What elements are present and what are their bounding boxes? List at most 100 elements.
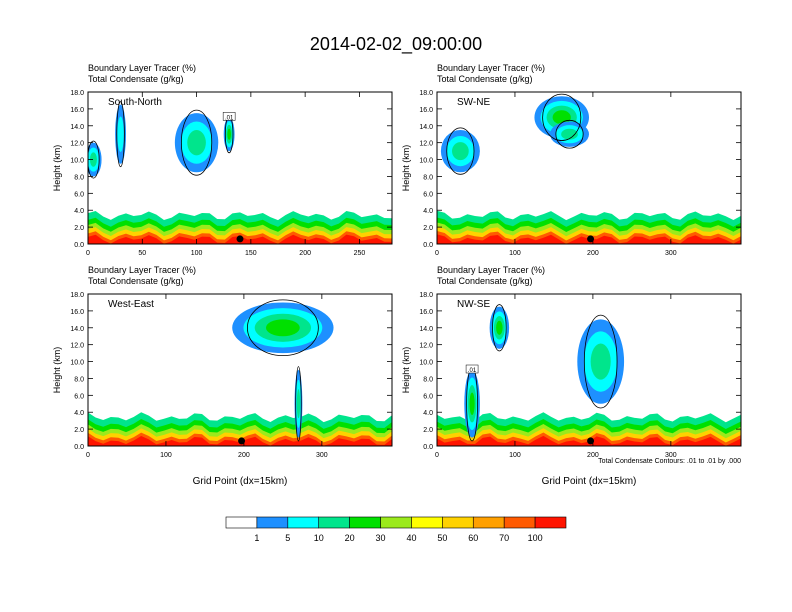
colorbar-label: 100 [528, 533, 543, 543]
panel-nw-se: Boundary Layer Tracer (%) Total Condensa… [401, 265, 742, 487]
y-axis-label: Height (km) [52, 347, 62, 394]
y-tick-label: 6.0 [423, 393, 433, 400]
colorbar-swatch [318, 516, 350, 529]
panel-label: NW-SE [457, 299, 490, 310]
location-marker [238, 437, 246, 445]
condensate-contour [542, 93, 582, 141]
y-axis-label: Height (km) [401, 347, 411, 394]
tracer-blob [265, 319, 300, 337]
panel-west-east: Boundary Layer Tracer (%) Total Condensa… [52, 265, 393, 487]
x-tick-label: 300 [665, 250, 677, 257]
colorbar-label: 50 [437, 533, 447, 543]
panel-label: SW-NE [457, 97, 490, 108]
x-tick-label: 300 [316, 452, 328, 459]
colorbar-swatch [349, 516, 381, 529]
colorbar-label: 70 [499, 533, 509, 543]
tracer-band [88, 435, 392, 446]
colorbar-swatch [256, 516, 289, 529]
condensate-contour [247, 299, 319, 357]
contour-label-box [465, 364, 479, 374]
panel-subtitle-tracer: Boundary Layer Tracer (%) [437, 265, 545, 275]
y-tick-label: 6.0 [423, 191, 433, 198]
x-tick-label: 250 [354, 250, 366, 257]
contour-label: .01 [225, 115, 234, 121]
y-tick-label: 4.0 [74, 208, 84, 215]
condensate-contour [180, 109, 213, 176]
y-axis-label: Height (km) [401, 145, 411, 192]
colorbar-label: 40 [406, 533, 416, 543]
y-tick-label: 18.0 [419, 90, 433, 97]
x-tick-label: 200 [299, 250, 311, 257]
panel-subtitle-tracer: Boundary Layer Tracer (%) [88, 265, 196, 275]
y-tick-label: 16.0 [419, 107, 433, 114]
x-tick-label: 100 [160, 452, 172, 459]
y-axis-label: Height (km) [52, 145, 62, 192]
y-tick-label: 12.0 [70, 343, 84, 350]
tracer-blob [117, 116, 124, 152]
tracer-blob [187, 130, 206, 156]
y-tick-label: 4.0 [74, 410, 84, 417]
location-marker [587, 437, 595, 445]
plot-border [436, 293, 742, 447]
condensate-contour [555, 119, 584, 149]
y-tick-label: 8.0 [74, 376, 84, 383]
y-tick-label: 10.0 [70, 360, 84, 367]
y-tick-label: 8.0 [423, 376, 433, 383]
y-tick-label: 0.0 [74, 444, 84, 451]
x-tick-label: 0 [86, 452, 90, 459]
panel-south-north: Boundary Layer Tracer (%) Total Condensa… [52, 63, 393, 257]
colorbar-swatch [503, 516, 536, 529]
tracer-blob [590, 343, 611, 380]
y-tick-label: 12.0 [419, 141, 433, 148]
x-tick-label: 50 [138, 250, 146, 257]
x-tick-label: 300 [665, 452, 677, 459]
plot-border [87, 91, 393, 245]
colorbar: 1 5 10 20 30 40 50 60 70 100 [225, 516, 567, 543]
panel-label: West-East [108, 299, 154, 310]
plot-area [437, 92, 741, 244]
panel-sw-ne: Boundary Layer Tracer (%) Total Condensa… [401, 63, 742, 257]
y-tick-label: 0.0 [423, 242, 433, 249]
x-tick-label: 150 [245, 250, 257, 257]
colorbar-label: 10 [314, 533, 324, 543]
condensate-contour [446, 127, 475, 175]
y-tick-label: 18.0 [419, 292, 433, 299]
y-tick-label: 14.0 [70, 124, 84, 131]
panel-subtitle-condensate: Total Condensate (g/kg) [88, 74, 184, 84]
y-tick-label: 4.0 [423, 208, 433, 215]
colorbar-label: 60 [468, 533, 478, 543]
colorbar-swatch [534, 516, 567, 529]
contour-footnote: Total Condensate Contours: .01 to .01 by… [598, 458, 741, 465]
colorbar-label: 30 [376, 533, 386, 543]
x-axis-label: Grid Point (dx=15km) [542, 476, 637, 487]
y-tick-label: 10.0 [419, 360, 433, 367]
y-tick-label: 0.0 [74, 242, 84, 249]
colorbar-swatch [442, 516, 474, 529]
contour-label-box [222, 112, 236, 121]
tracer-blob [496, 320, 503, 335]
panel-subtitle-tracer: Boundary Layer Tracer (%) [88, 63, 196, 73]
x-tick-label: 100 [509, 250, 521, 257]
location-marker [236, 235, 244, 243]
y-tick-label: 14.0 [70, 326, 84, 333]
y-tick-label: 10.0 [419, 158, 433, 165]
condensate-contour [583, 314, 618, 409]
x-tick-label: 0 [435, 452, 439, 459]
condensate-contour [492, 304, 507, 352]
colorbar-swatch [225, 516, 258, 529]
contour-label: .01 [468, 368, 477, 374]
x-tick-label: 100 [509, 452, 521, 459]
tracer-blob [227, 128, 231, 140]
condensate-contour [88, 140, 100, 179]
y-tick-label: 18.0 [70, 90, 84, 97]
y-tick-label: 16.0 [419, 309, 433, 316]
y-tick-label: 2.0 [423, 225, 433, 232]
y-tick-label: 2.0 [423, 427, 433, 434]
x-tick-label: 0 [435, 250, 439, 257]
tracer-blob [561, 128, 578, 140]
colorbar-swatch [411, 516, 443, 529]
colorbar-swatch [287, 516, 320, 529]
y-tick-label: 18.0 [70, 292, 84, 299]
y-tick-label: 10.0 [70, 158, 84, 165]
